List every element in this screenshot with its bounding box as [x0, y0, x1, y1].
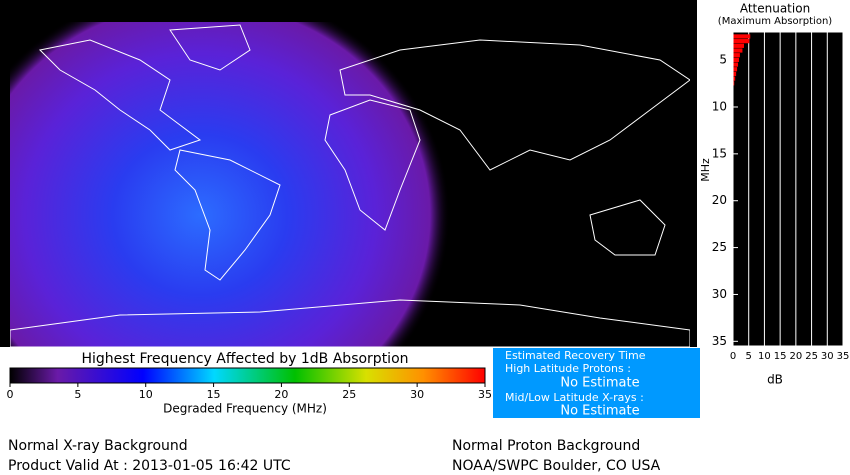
- colorbar-tick-label: 15: [207, 388, 221, 401]
- footer-text: NOAA/SWPC Boulder, CO USA: [452, 458, 661, 474]
- colorbar-tick-label: 30: [410, 388, 424, 401]
- y-tick-label: 35: [712, 334, 727, 348]
- coastlines: [10, 24, 690, 347]
- x-tick-label: 35: [837, 351, 850, 362]
- colorbar-tick-label: 35: [478, 388, 492, 401]
- colorbar: [9, 367, 486, 384]
- colorbar-title: Highest Frequency Affected by 1dB Absorp…: [81, 351, 408, 367]
- y-tick-label: 15: [712, 146, 727, 160]
- bar: [733, 53, 740, 58]
- protons-value: No Estimate: [560, 376, 639, 391]
- absorption-region: [10, 22, 450, 347]
- y-tick-label: 20: [712, 193, 727, 207]
- bar: [733, 43, 744, 48]
- map: [10, 22, 690, 347]
- y-tick-label: 25: [712, 240, 727, 254]
- x-tick-label: 25: [805, 351, 818, 362]
- footer-text: Normal X-ray Background: [8, 438, 188, 454]
- y-tick-label: 5: [719, 53, 727, 67]
- bar: [733, 81, 735, 86]
- x-axis-label: dB: [767, 373, 783, 387]
- footer-text: Normal Proton Background: [452, 438, 640, 454]
- recovery-box: [493, 348, 700, 418]
- colorbar-tick-label: 10: [139, 388, 153, 401]
- bar: [733, 62, 739, 67]
- chart-title: Attenuation: [740, 2, 810, 16]
- colorbar-tick-label: 5: [74, 388, 81, 401]
- x-tick-label: 20: [789, 351, 802, 362]
- colorbar-label: Degraded Frequency (MHz): [163, 402, 327, 416]
- protons-label: High Latitude Protons :: [505, 362, 631, 375]
- y-tick-label: 30: [712, 287, 727, 301]
- x-tick-label: 10: [758, 351, 771, 362]
- bar: [733, 67, 738, 72]
- bar: [733, 57, 739, 62]
- colorbar-ticks: 0 5 10 15 20 25 30 35: [7, 383, 492, 401]
- colorbar-tick-label: 0: [7, 388, 14, 401]
- bar: [733, 71, 737, 77]
- bar: [733, 76, 736, 81]
- x-tick-label: 30: [821, 351, 834, 362]
- footer-text: Product Valid At : 2013-01-05 16:42 UTC: [8, 458, 291, 474]
- recovery-title: Estimated Recovery Time: [505, 349, 646, 362]
- bar: [733, 34, 751, 39]
- y-axis-label: MHz: [699, 158, 712, 182]
- plot-area: [733, 32, 843, 346]
- y-tick-label: 10: [712, 99, 727, 113]
- xrays-value: No Estimate: [560, 404, 639, 419]
- xrays-label: Mid/Low Latitude X-rays :: [505, 391, 644, 404]
- x-tick-label: 15: [774, 351, 787, 362]
- bar: [733, 39, 750, 44]
- colorbar-tick-label: 20: [274, 388, 288, 401]
- x-tick-label: 5: [746, 351, 752, 362]
- plot-frame: [732, 31, 844, 347]
- x-tick-label: 0: [730, 351, 736, 362]
- bar: [733, 48, 743, 53]
- colorbar-tick-label: 25: [342, 388, 356, 401]
- chart-subtitle: (Maximum Absorption): [718, 16, 832, 27]
